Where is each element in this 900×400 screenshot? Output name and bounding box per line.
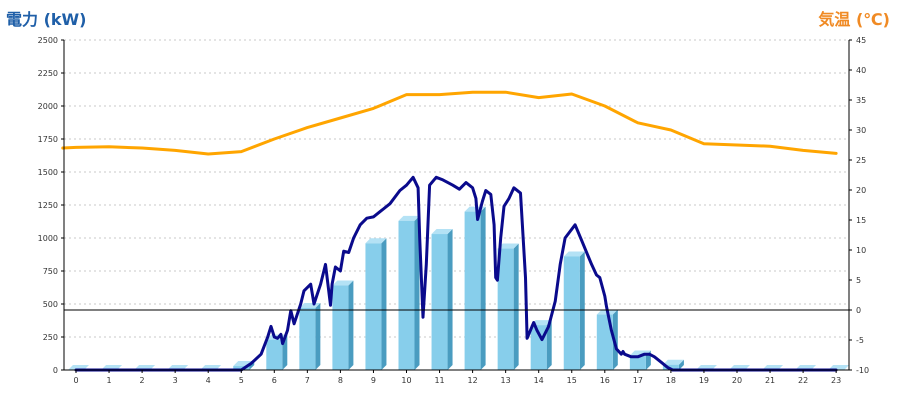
bar-side <box>447 229 453 370</box>
x-tick-label: 9 <box>371 376 376 385</box>
bar-front <box>365 243 382 370</box>
x-tick-label: 7 <box>305 376 310 385</box>
x-tick-label: 2 <box>140 376 145 385</box>
bar <box>530 320 552 370</box>
right-tick-label: 40 <box>856 66 866 75</box>
tick-labels: 02505007501000125015001750200022502500-1… <box>38 36 869 385</box>
bar <box>398 215 420 370</box>
right-tick-label: 10 <box>856 246 866 255</box>
x-tick-label: 1 <box>107 376 112 385</box>
left-tick-label: 1000 <box>38 234 58 243</box>
x-tick-label: 8 <box>338 376 343 385</box>
x-tick-label: 23 <box>831 376 841 385</box>
bar <box>464 206 486 370</box>
bar-top <box>530 320 552 326</box>
bar <box>365 238 387 370</box>
bar-side <box>480 206 486 370</box>
bar-front <box>266 339 283 370</box>
bar-top <box>332 280 354 286</box>
bar-front <box>398 220 415 370</box>
x-tick-label: 15 <box>567 376 577 385</box>
left-tick-label: 500 <box>43 300 58 309</box>
x-tick-label: 10 <box>401 376 411 385</box>
bar-top <box>431 229 453 235</box>
bar-front <box>662 364 679 370</box>
right-tick-label: 45 <box>856 36 866 45</box>
bar-front <box>233 366 250 370</box>
x-tick-label: 22 <box>798 376 808 385</box>
bar-side <box>348 280 354 370</box>
bar-top <box>497 243 519 249</box>
x-tick-label: 18 <box>666 376 676 385</box>
right-axis-title: 気温 (℃) <box>818 10 890 29</box>
x-tick-label: 4 <box>206 376 211 385</box>
grid <box>64 39 849 338</box>
bar-side <box>513 243 519 370</box>
bar-side <box>546 320 552 370</box>
temperature-line <box>61 90 838 156</box>
left-tick-label: 250 <box>43 333 58 342</box>
right-tick-label: 15 <box>856 216 866 225</box>
bar-side <box>381 238 387 370</box>
bar <box>431 229 453 370</box>
bar-front <box>332 285 349 370</box>
bar-top <box>563 251 585 257</box>
bar-side <box>315 302 321 370</box>
right-tick-label: -5 <box>856 336 864 345</box>
bar-series <box>68 206 850 370</box>
bar-top <box>662 359 684 365</box>
right-tick-label: 5 <box>856 276 861 285</box>
bar <box>299 302 321 370</box>
x-tick-label: 11 <box>434 376 444 385</box>
left-tick-label: 750 <box>43 267 58 276</box>
right-tick-label: 0 <box>856 306 861 315</box>
axes <box>61 39 852 373</box>
right-tick-label: 35 <box>856 96 866 105</box>
x-tick-label: 3 <box>173 376 178 385</box>
bar-side <box>579 251 585 370</box>
x-tick-label: 16 <box>600 376 610 385</box>
bar-front <box>629 355 646 370</box>
left-tick-label: 1250 <box>38 201 58 210</box>
left-tick-label: 1500 <box>38 168 58 177</box>
left-tick-label: 0 <box>53 366 58 375</box>
bar-front <box>563 256 580 370</box>
x-tick-label: 6 <box>272 376 277 385</box>
line-series <box>61 90 838 372</box>
left-axis-title: 電力 (kW) <box>6 10 87 29</box>
bar <box>332 280 354 370</box>
left-tick-label: 2000 <box>38 102 58 111</box>
bar-front <box>464 211 481 370</box>
bar <box>629 350 651 370</box>
x-tick-label: 0 <box>73 376 78 385</box>
x-tick-label: 21 <box>765 376 775 385</box>
x-tick-label: 14 <box>534 376 544 385</box>
right-tick-label: 25 <box>856 156 866 165</box>
x-tick-label: 20 <box>732 376 742 385</box>
bar-top <box>365 238 387 244</box>
x-tick-label: 13 <box>501 376 511 385</box>
x-tick-label: 5 <box>239 376 244 385</box>
right-tick-label: 20 <box>856 186 866 195</box>
x-tick-label: 17 <box>633 376 643 385</box>
right-tick-label: -10 <box>856 366 869 375</box>
bar-front <box>299 307 316 370</box>
bar-front <box>596 314 613 370</box>
bar-side <box>678 359 684 370</box>
x-tick-label: 12 <box>468 376 478 385</box>
bar-front <box>431 234 448 370</box>
power-line <box>74 175 838 372</box>
bar <box>662 359 684 370</box>
left-tick-label: 2250 <box>38 69 58 78</box>
bar <box>563 251 585 370</box>
bar-top <box>398 215 420 221</box>
x-tick-label: 19 <box>699 376 709 385</box>
left-tick-label: 1750 <box>38 135 58 144</box>
bar <box>497 243 519 370</box>
bar-side <box>414 215 420 370</box>
bar-front <box>497 248 514 370</box>
right-tick-label: 30 <box>856 126 866 135</box>
left-tick-label: 2500 <box>38 36 58 45</box>
